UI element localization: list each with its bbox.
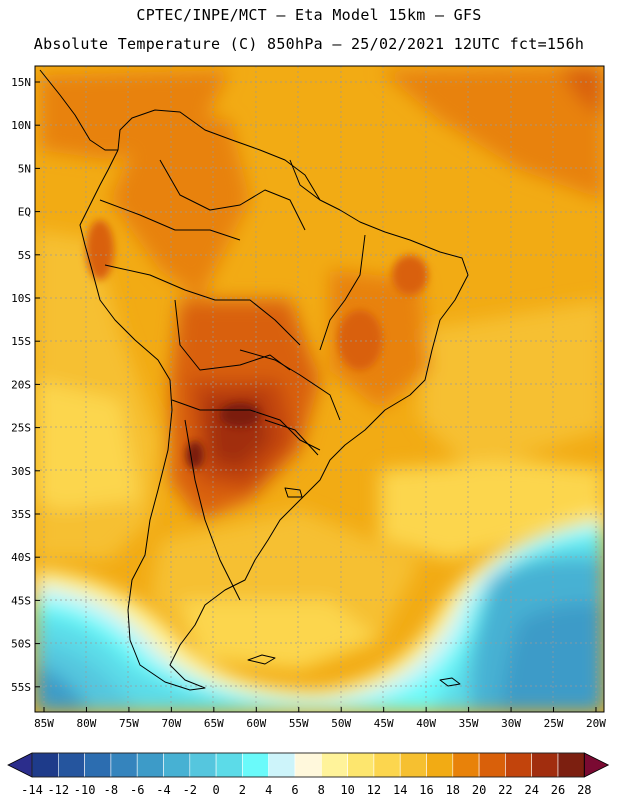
colorbar-label: 22 bbox=[498, 783, 512, 797]
lon-label: 45W bbox=[374, 717, 394, 730]
colorbar-label: -14 bbox=[21, 783, 43, 797]
lon-label: 40W bbox=[416, 717, 436, 730]
lat-label: 45S bbox=[11, 594, 31, 607]
colorbar-label: 8 bbox=[318, 783, 325, 797]
temperature-field bbox=[35, 66, 604, 712]
title-line-1: CPTEC/INPE/MCT — Eta Model 15km — GFS bbox=[136, 6, 482, 24]
colorbar-label: 24 bbox=[524, 783, 538, 797]
colorbar-swatch bbox=[84, 752, 112, 778]
colorbar-swatch bbox=[189, 752, 217, 778]
colorbar-label: -2 bbox=[183, 783, 197, 797]
colorbar-swatch bbox=[136, 752, 164, 778]
colorbar-label: 12 bbox=[367, 783, 381, 797]
map-frame bbox=[34, 65, 605, 713]
lat-label: 5S bbox=[18, 249, 31, 262]
colorbar-label: 4 bbox=[265, 783, 272, 797]
lat-label: 15S bbox=[11, 335, 31, 348]
colorbar-swatch bbox=[347, 752, 375, 778]
lat-label: 50S bbox=[11, 638, 31, 651]
colorbar-swatch bbox=[57, 752, 85, 778]
colorbar-label: -8 bbox=[104, 783, 118, 797]
colorbar-label: 16 bbox=[419, 783, 433, 797]
colorbar-label: 14 bbox=[393, 783, 407, 797]
colorbar-under-arrow bbox=[7, 752, 33, 778]
colorbar-label: -4 bbox=[156, 783, 170, 797]
colorbar-label: 26 bbox=[551, 783, 565, 797]
colorbar-label: 28 bbox=[577, 783, 591, 797]
coastlines bbox=[39, 69, 469, 691]
latitude-labels: 15N 10N 5N EQ 5S 10S 15S 20S 25S 30S 35S 40S 45S 50S 5… bbox=[11, 76, 40, 694]
lat-label: 20S bbox=[11, 378, 31, 391]
lon-label: 70W bbox=[161, 717, 181, 730]
colorbar-label: -10 bbox=[74, 783, 96, 797]
colorbar-swatch bbox=[557, 752, 585, 778]
colorbar-swatch bbox=[452, 752, 480, 778]
lat-label: 10S bbox=[11, 292, 31, 305]
colorbar-swatch bbox=[163, 752, 191, 778]
colorbar-swatch bbox=[478, 752, 506, 778]
longitude-labels: 85W 80W 75W 70W 65W 60W 55W 50W 45W 40W 35W 30W 25W 2… bbox=[34, 707, 606, 730]
colorbar-label: 0 bbox=[212, 783, 219, 797]
colorbar-swatch bbox=[320, 752, 348, 778]
colorbar-label: 20 bbox=[472, 783, 486, 797]
lon-label: 20W bbox=[586, 717, 606, 730]
colorbar-swatch bbox=[31, 752, 59, 778]
title-line-2: Absolute Temperature (C) 850hPa — 25/02/… bbox=[33, 35, 585, 53]
lon-label: 55W bbox=[289, 717, 309, 730]
lat-label: EQ bbox=[18, 206, 31, 219]
lat-label: 15N bbox=[11, 76, 31, 89]
lon-label: 50W bbox=[331, 717, 351, 730]
colorbar-label: 2 bbox=[239, 783, 246, 797]
colorbar-label: 10 bbox=[340, 783, 354, 797]
colorbar-label: 18 bbox=[446, 783, 460, 797]
colorbar-swatch bbox=[505, 752, 532, 778]
colorbar-labels: -14 -12 -10 -8 -6 -4 -2 0 2 4 6 8 10 12 14 16 18 20 22 24 26… bbox=[21, 783, 591, 797]
lon-label: 75W bbox=[119, 717, 139, 730]
lon-label: 30W bbox=[501, 717, 521, 730]
colorbar-swatch bbox=[426, 752, 454, 778]
colorbar-over-arrow bbox=[583, 752, 610, 778]
colorbar-swatch bbox=[531, 752, 559, 778]
colorbar-label: -12 bbox=[47, 783, 69, 797]
colorbar-swatch bbox=[215, 752, 243, 778]
colorbar-boxes bbox=[7, 752, 610, 778]
lon-label: 60W bbox=[246, 717, 266, 730]
colorbar-label: -6 bbox=[130, 783, 144, 797]
lon-label: 80W bbox=[77, 717, 97, 730]
colorbar-swatch bbox=[373, 752, 401, 778]
lon-label: 35W bbox=[459, 717, 479, 730]
lon-label: 85W bbox=[34, 717, 54, 730]
lat-label: 25S bbox=[11, 422, 31, 435]
colorbar-label: 6 bbox=[291, 783, 298, 797]
lat-label: 35S bbox=[11, 508, 31, 521]
lat-label: 5N bbox=[18, 162, 31, 175]
colorbar-frame bbox=[31, 752, 585, 778]
colorbar-swatch bbox=[242, 752, 269, 778]
lat-label: 55S bbox=[11, 681, 31, 694]
lat-label: 40S bbox=[11, 551, 31, 564]
colorbar-swatch bbox=[268, 752, 296, 778]
colorbar-swatch bbox=[399, 752, 427, 778]
colorbar-swatch bbox=[110, 752, 138, 778]
colorbar-swatch bbox=[294, 752, 322, 778]
lat-label: 10N bbox=[11, 119, 31, 132]
lon-label: 25W bbox=[544, 717, 564, 730]
lon-label: 65W bbox=[204, 717, 224, 730]
lat-label: 30S bbox=[11, 465, 31, 478]
